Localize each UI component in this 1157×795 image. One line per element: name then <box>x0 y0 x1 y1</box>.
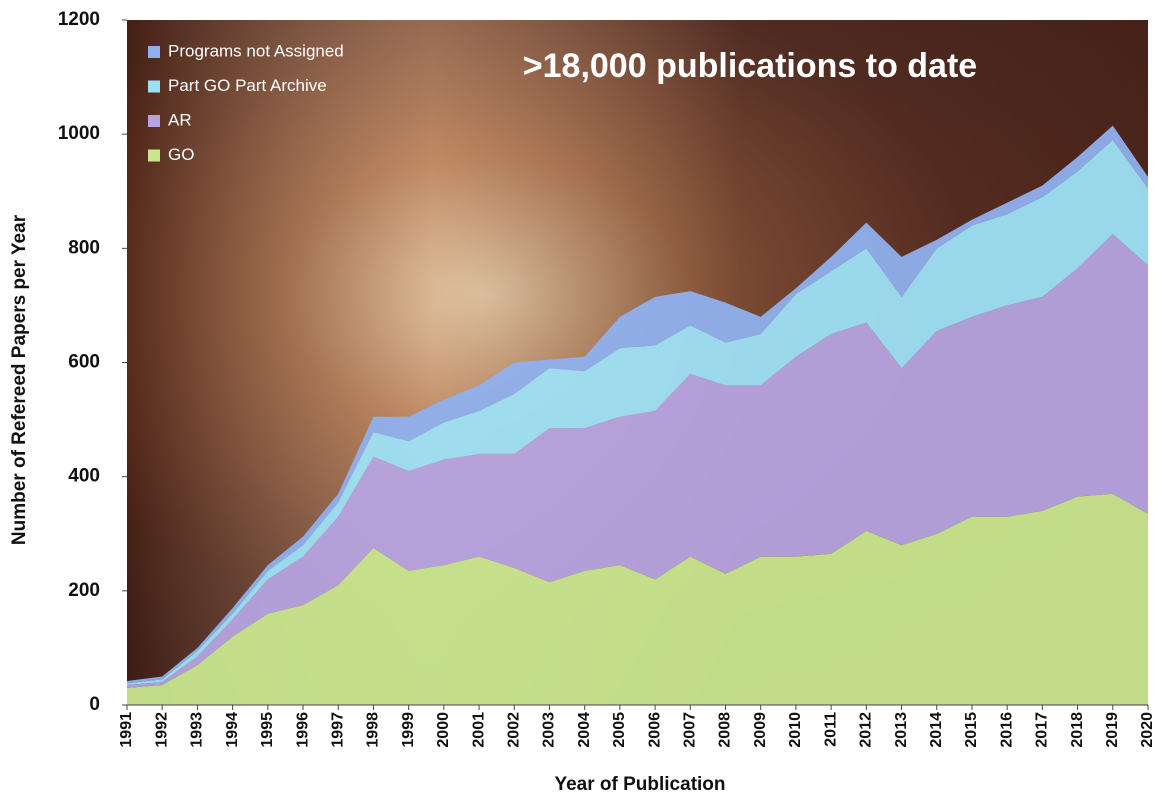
legend-swatch <box>148 149 160 162</box>
legend-swatch <box>148 80 160 93</box>
area <box>127 493 1148 705</box>
x-tick-label: 2015 <box>963 712 980 748</box>
y-tick-label: 600 <box>68 352 100 373</box>
x-tick-label: 2013 <box>893 712 910 748</box>
legend-label: Programs not Assigned <box>168 41 344 60</box>
legend-label: GO <box>168 145 194 164</box>
x-tick-label: 2020 <box>1139 712 1156 748</box>
x-tick-label: 2007 <box>682 712 699 748</box>
y-tick-label: 1000 <box>58 123 100 144</box>
x-tick-label: 2005 <box>611 712 628 748</box>
x-tick-label: 1995 <box>259 712 276 748</box>
legend-swatch <box>148 46 160 58</box>
x-tick-label: 2008 <box>717 712 734 748</box>
x-tick-label: 2019 <box>1104 712 1121 748</box>
area <box>127 234 1148 688</box>
legend-swatch <box>148 115 160 127</box>
x-tick-label: 2014 <box>928 712 945 748</box>
x-tick-label: 1991 <box>118 712 135 748</box>
annotation: >18,000 publications to date <box>523 47 977 85</box>
area <box>127 139 1148 686</box>
x-tick-label: 2011 <box>822 712 839 747</box>
x-tick-label: 2001 <box>470 712 487 748</box>
x-tick-label: 2016 <box>998 712 1015 748</box>
x-tick-label: 1993 <box>189 712 206 748</box>
x-tick-label: 2000 <box>435 712 452 748</box>
x-tick-label: 2006 <box>646 712 663 748</box>
area <box>127 125 1148 684</box>
x-tick-label: 1996 <box>294 712 311 748</box>
x-tick-label: 2017 <box>1034 712 1051 748</box>
x-tick-label: 1999 <box>400 712 417 748</box>
x-tick-label: 2010 <box>787 712 804 748</box>
x-tick-label: 2012 <box>858 712 875 748</box>
x-tick-label: 1992 <box>153 712 170 748</box>
x-tick-label: 1994 <box>224 712 241 748</box>
x-axis-title: Year of Publication <box>554 774 725 795</box>
x-tick-label: 2018 <box>1069 712 1086 748</box>
legend-label: Part GO Part Archive <box>168 76 327 95</box>
x-tick-label: 1998 <box>365 712 382 748</box>
y-tick-label: 1200 <box>58 9 100 30</box>
y-tick-label: 0 <box>89 694 100 715</box>
x-tick-label: 2009 <box>752 712 769 748</box>
legend-label: AR <box>168 110 192 129</box>
x-tick-label: 2002 <box>505 712 522 748</box>
y-tick-label: 200 <box>68 580 100 601</box>
y-tick-label: 800 <box>68 237 100 258</box>
y-axis-title: Number of Refereed Papers per Year <box>9 214 30 545</box>
x-tick-label: 2003 <box>541 712 558 748</box>
x-tick-label: 1997 <box>329 712 346 748</box>
x-tick-label: 2004 <box>576 712 593 748</box>
y-tick-label: 400 <box>68 466 100 487</box>
